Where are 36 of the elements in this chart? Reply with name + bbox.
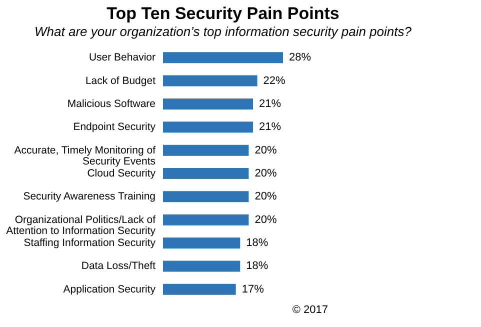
y-tick-label: User Behavior xyxy=(88,52,156,64)
bar xyxy=(163,284,236,295)
text: © 2017 xyxy=(292,304,328,316)
bar xyxy=(163,75,258,86)
bar xyxy=(163,260,240,272)
bar xyxy=(163,214,249,226)
data-label: 18% xyxy=(246,237,268,250)
y-tick-label: Endpoint Security xyxy=(73,121,156,134)
y-tick-label: Application Security xyxy=(63,283,156,296)
y-tick-label: Data Loss/Theft xyxy=(81,260,156,272)
y-tick-label: Staffing Information Security xyxy=(24,237,156,250)
y-tick-label: Cloud Security xyxy=(87,168,156,180)
bar xyxy=(163,191,249,202)
data-label: 18% xyxy=(246,260,268,272)
y-tick-label: Malicious Software xyxy=(67,98,156,110)
bar xyxy=(163,238,240,249)
y-tick-label: Organizational Politics/Lack of Attention to Information Security xyxy=(6,214,156,237)
data-label: 22% xyxy=(263,74,286,87)
data-label: 20% xyxy=(254,168,277,180)
bar xyxy=(163,122,253,133)
data-label: 28% xyxy=(289,52,312,64)
bar xyxy=(163,52,283,64)
y-tick-label: Accurate, Timely Monitoring of Security Events xyxy=(14,144,156,168)
data-label: 21% xyxy=(259,98,282,110)
chart-title: Top Ten Security Pain Points xyxy=(106,4,340,23)
chart-subtitle: What are your organization’s top information security pain points? xyxy=(34,24,412,39)
data-label: 21% xyxy=(259,121,282,134)
y-tick-label: Lack of Budget xyxy=(85,74,156,87)
data-label: 20% xyxy=(254,190,277,203)
data-label: 20% xyxy=(254,214,277,226)
y-tick-label: Security Awareness Training xyxy=(23,190,156,203)
bar xyxy=(163,144,249,156)
bar xyxy=(163,98,253,110)
bar xyxy=(163,168,249,179)
data-label: 17% xyxy=(242,283,264,296)
data-label: 20% xyxy=(254,144,277,156)
